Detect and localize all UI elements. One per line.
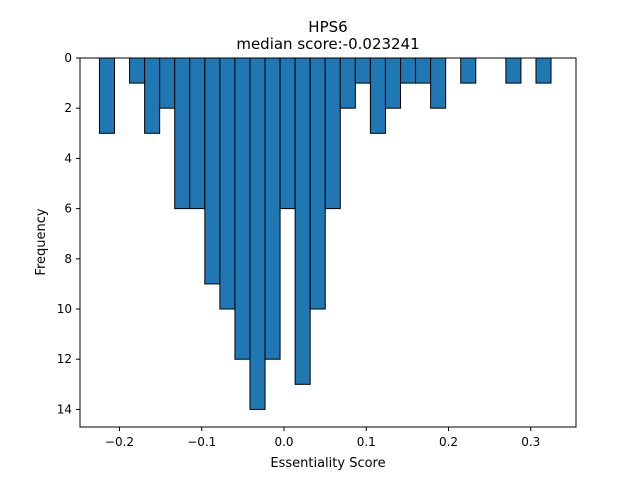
x-axis-label: Essentiality Score bbox=[270, 456, 385, 471]
histogram-bar bbox=[234, 57, 251, 360]
histogram-bar bbox=[354, 57, 371, 84]
histogram-bar bbox=[219, 57, 236, 310]
x-tick-label: −0.1 bbox=[187, 435, 216, 449]
y-tick-label: 12 bbox=[57, 352, 72, 366]
x-tick-label: 0.2 bbox=[439, 435, 458, 449]
y-tick-label: 14 bbox=[57, 402, 72, 416]
histogram-bar bbox=[294, 57, 311, 385]
histogram-bar bbox=[339, 57, 356, 109]
x-tick-label: −0.2 bbox=[105, 435, 134, 449]
histogram-bar bbox=[144, 57, 161, 134]
histogram-bar bbox=[415, 57, 432, 84]
x-tick-label: 0.0 bbox=[274, 435, 293, 449]
y-axis-label: Frequency bbox=[34, 208, 49, 275]
y-tick-label: 4 bbox=[64, 151, 72, 165]
histogram-bar bbox=[324, 57, 341, 210]
histogram-bar bbox=[400, 57, 417, 84]
x-tick-label: 0.1 bbox=[357, 435, 376, 449]
histogram-bar bbox=[174, 57, 191, 210]
y-axis-ticks: 0 2 4 6 8 10 12 14 bbox=[57, 51, 80, 416]
histogram-bars bbox=[98, 57, 552, 410]
histogram-bar bbox=[505, 57, 522, 84]
y-tick-label: 2 bbox=[64, 101, 72, 115]
y-tick-label: 8 bbox=[64, 252, 72, 266]
histogram-bar bbox=[535, 57, 552, 84]
histogram-bar bbox=[129, 57, 146, 84]
x-tick-label: 0.3 bbox=[521, 435, 540, 449]
histogram-bar bbox=[309, 57, 326, 310]
histogram-bar bbox=[159, 57, 176, 109]
histogram-bar bbox=[189, 57, 206, 210]
histogram-bar bbox=[264, 57, 281, 360]
histogram-bar bbox=[369, 57, 386, 134]
histogram-bar bbox=[98, 57, 116, 134]
histogram-bar bbox=[204, 57, 221, 285]
histogram-bar bbox=[279, 57, 296, 210]
histogram-bar bbox=[249, 57, 266, 410]
y-tick-label: 6 bbox=[64, 202, 72, 216]
histogram-bar bbox=[430, 57, 447, 109]
histogram-bar bbox=[384, 57, 402, 109]
chart-subtitle: median score:-0.023241 bbox=[236, 35, 419, 53]
plot-area-frame bbox=[79, 57, 577, 428]
chart-title: HPS6 bbox=[308, 18, 347, 36]
histogram-bar bbox=[460, 57, 477, 84]
y-tick-label: 0 bbox=[64, 51, 72, 65]
x-axis-ticks: −0.2 −0.1 0.0 0.1 0.2 0.3 bbox=[105, 427, 540, 449]
y-tick-label: 10 bbox=[57, 302, 72, 316]
